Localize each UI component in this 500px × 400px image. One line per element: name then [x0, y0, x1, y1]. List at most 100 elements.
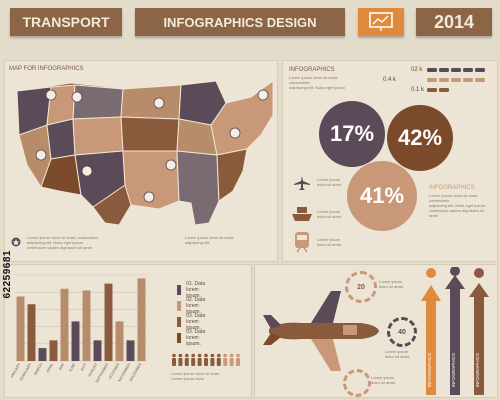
- caption-line: dolor sit amet.: [317, 182, 343, 187]
- star-icon: [11, 237, 21, 247]
- person-head-icon: [191, 353, 195, 358]
- person-head-icon: [217, 353, 221, 358]
- stats-side-line: Lorem ipsum dolor sit amet, consectetur: [429, 193, 479, 203]
- legend-label: 03. Data lorem ipsum.: [186, 313, 206, 331]
- legend-swatch: [177, 285, 182, 295]
- year-label: 2014: [433, 11, 475, 32]
- map-title: MAP FOR INFOGRAPHICS: [9, 66, 84, 72]
- bar-december: [137, 278, 146, 361]
- gauge-20: 20: [345, 271, 377, 303]
- bar-november: [126, 340, 135, 361]
- percent-value: 41%: [359, 183, 405, 208]
- person-head-icon: [185, 353, 189, 358]
- stock-id-watermark: 62259681: [2, 250, 13, 299]
- caption-line: dolor sit amet.: [379, 284, 405, 289]
- ribbon-label-3: INFOGRAPHICS: [475, 353, 480, 388]
- map-caption-line: vestibulum sapien dignissim sit amet: [27, 245, 92, 250]
- people-caption: Lorem ipsum dolor sit amet Lorem ipsum d…: [171, 371, 219, 381]
- header-year: 2014: [416, 8, 492, 36]
- legend-item: 03. Data lorem ipsum.: [177, 313, 207, 331]
- stats-side-line: adipiscing elit. Nulla eget ipsum: [429, 203, 486, 208]
- percent-circle-17: 17%: [319, 101, 385, 167]
- caption-line: dolor sit amet.: [317, 214, 343, 219]
- percent-circle-41: 41%: [347, 161, 417, 231]
- x-tick-label: JANUARY: [11, 362, 22, 379]
- airplane-icon: [294, 176, 310, 190]
- transport-caption-plane: Lorem ipsum dolor sit amet.: [317, 177, 342, 187]
- gauge-caption-1: Lorem ipsum dolor sit amet.: [379, 279, 404, 289]
- map-panel: MAP FOR INFOGRAPHICS Lorem ipsum dolor s…: [4, 60, 278, 262]
- usa-map: [16, 80, 274, 226]
- bar-september: [104, 283, 113, 361]
- map-caption-line: adipiscing elit. Nulla eget ipsum: [27, 240, 84, 245]
- caption-line: Lorem ipsum: [317, 177, 341, 182]
- ship-icon: [292, 207, 312, 221]
- map-caption-line: Lorem ipsum dolor sit amet, consectetur: [27, 235, 99, 240]
- stats-title: INFOGRAPHICS: [289, 67, 335, 73]
- train-icon: [295, 232, 309, 253]
- bar-july: [82, 290, 91, 361]
- caption-line: Lorem ipsum: [379, 279, 403, 284]
- x-tick-label: MARCH: [33, 362, 43, 376]
- caption-line: Lorem ipsum: [317, 209, 341, 214]
- caption-line: dolor sit amet.: [317, 242, 343, 247]
- caption-line: Lorem ipsum: [385, 349, 409, 354]
- header-infographics-label: INFOGRAPHICS DESIGN: [163, 14, 317, 30]
- people-caption-line: Lorem ipsum dolor: [171, 376, 205, 381]
- caption-line: dolor sit amet.: [385, 354, 411, 359]
- legend-label: 03. Data lorem ipsum.: [186, 329, 206, 347]
- bar-june: [71, 321, 80, 361]
- bar-august: [93, 340, 102, 361]
- stats-side-title: INFOGRAPHICS: [429, 185, 475, 191]
- map-caption-right: Lorem ipsum dolor sit amet, adipiscing e…: [185, 235, 265, 245]
- stats-intro-line: adipiscing elit. Nulla eget ipsum: [289, 85, 346, 90]
- person-body-icon: [191, 358, 196, 366]
- plane-panel: 20 Lorem ipsum dolor sit amet. 40 Lorem …: [254, 264, 498, 398]
- bar-january: [16, 296, 25, 361]
- person-head-icon: [204, 353, 208, 358]
- transport-caption-ship: Lorem ipsum dolor sit amet.: [317, 209, 342, 219]
- person-head-icon: [236, 353, 240, 358]
- legend-label: 01. Data lorem ipsum.: [186, 281, 206, 299]
- person-body-icon: [216, 358, 221, 366]
- header-transport: TRANSPORT: [10, 8, 122, 36]
- gauge-value: 40: [398, 328, 406, 336]
- gauge-value: 20: [357, 283, 365, 291]
- ribbon-label-1: INFOGRAPHICS: [427, 353, 432, 388]
- presentation-icon-box: [358, 8, 404, 36]
- people-caption-line: Lorem ipsum dolor sit amet: [171, 371, 220, 376]
- person-head-icon: [172, 353, 176, 358]
- x-tick-label: JUNE: [68, 362, 76, 373]
- person-body-icon: [236, 358, 240, 366]
- bar-october: [115, 321, 124, 361]
- person-head-icon: [223, 353, 227, 358]
- person-body-icon: [223, 358, 228, 366]
- x-tick-label: AUGUST: [87, 362, 98, 378]
- bar-april: [49, 340, 58, 361]
- car-count-2: 0.4 k: [383, 77, 397, 83]
- percent-circle-42: 42%: [387, 105, 453, 171]
- map-caption-line: Lorem ipsum dolor sit amet,: [185, 235, 235, 240]
- person-body-icon: [229, 358, 234, 366]
- person-body-icon: [210, 358, 215, 366]
- person-body-icon: [204, 358, 208, 366]
- ribbon-label-2: INFOGRAPHICS: [451, 353, 456, 388]
- person-body-icon: [172, 358, 176, 366]
- legend-swatch: [177, 301, 182, 311]
- car-count-1: 02 k: [411, 67, 423, 73]
- person-body-icon: [184, 358, 189, 366]
- transport-caption-train: Lorem ipsum dolor sit amet.: [317, 237, 342, 247]
- person-head-icon: [229, 353, 234, 358]
- x-tick-label: JULY: [80, 362, 88, 372]
- person-body-icon: [197, 358, 202, 366]
- legend-swatch: [177, 333, 182, 343]
- person-body-icon: [178, 358, 183, 366]
- ribbon-arrows: [421, 267, 489, 395]
- gauge-3: [343, 369, 371, 397]
- legend-item: 01. Data lorem ipsum.: [177, 281, 207, 299]
- large-airplane-icon: [263, 291, 379, 371]
- gauge-caption-3: Lorem ipsum dolor sit amet.: [371, 375, 396, 385]
- bar-march: [38, 348, 47, 361]
- percent-value: 17%: [329, 121, 375, 146]
